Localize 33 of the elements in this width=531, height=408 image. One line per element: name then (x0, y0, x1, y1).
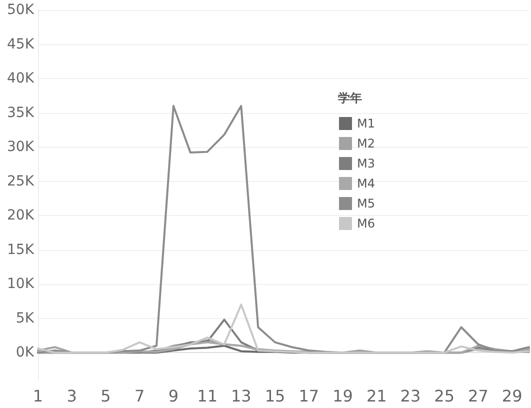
legend-label: M6 (357, 216, 375, 230)
legend-title: 学年 (338, 91, 362, 105)
x-tick-label: 5 (100, 386, 111, 406)
y-tick-label: 20K (7, 208, 35, 224)
y-tick-label: 25K (7, 173, 35, 190)
legend-label: M2 (357, 136, 375, 150)
y-tick-label: 5K (16, 310, 35, 326)
x-tick-label: 3 (66, 386, 77, 406)
legend-label: M1 (357, 116, 375, 130)
y-tick-label: 40K (7, 70, 35, 87)
x-tick-label: 23 (400, 386, 421, 406)
x-tick-label: 27 (468, 386, 488, 406)
legend-label: M5 (357, 196, 375, 210)
y-tick-label: 0K (16, 344, 35, 361)
x-tick-label: 17 (298, 386, 320, 406)
y-tick-label: 45K (7, 36, 35, 52)
x-tick-label: 9 (168, 386, 179, 406)
x-tick-label: 13 (230, 386, 252, 406)
x-tick-label: 25 (434, 386, 455, 406)
legend-label: M3 (357, 156, 375, 170)
y-tick-label: 50K (7, 2, 35, 18)
legend-label: M4 (357, 176, 375, 190)
y-tick-label: 10K (7, 276, 35, 292)
y-tick-label: 15K (7, 242, 35, 258)
y-tick-label: 35K (7, 104, 35, 121)
x-tick-label: 11 (197, 386, 218, 406)
x-tick-label: 15 (264, 386, 286, 406)
x-tick-label: 1 (32, 386, 44, 406)
x-tick-label: 19 (332, 386, 353, 406)
x-tick-label: 21 (366, 386, 387, 406)
y-tick-label: 30K (7, 139, 35, 156)
x-tick-label: 7 (134, 386, 145, 406)
x-tick-label: 29 (502, 386, 522, 406)
